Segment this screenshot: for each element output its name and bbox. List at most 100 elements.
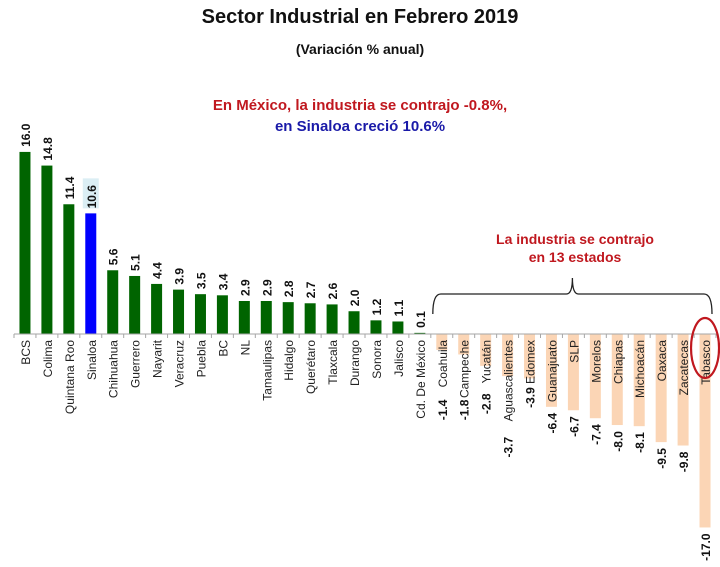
bar-zacatecas bbox=[677, 334, 689, 446]
bar-yucat-n bbox=[480, 334, 492, 366]
category-label: Yucatán bbox=[480, 340, 494, 383]
category-label: Quintana Roo bbox=[63, 340, 77, 414]
bar-veracruz bbox=[173, 289, 185, 334]
bar-nayarit bbox=[151, 283, 163, 334]
value-label: 2.6 bbox=[326, 282, 340, 299]
sinaloa-note: en Sinaloa creció 10.6% bbox=[274, 118, 446, 135]
value-label: 10.6 bbox=[85, 185, 99, 209]
value-label: 5.1 bbox=[129, 254, 143, 271]
category-label: Zacatecas bbox=[677, 340, 691, 395]
category-label: Chihuahua bbox=[107, 340, 121, 398]
category-label: Guanajuato bbox=[545, 340, 559, 402]
category-label: Tlaxcala bbox=[326, 340, 340, 385]
value-label: 2.9 bbox=[260, 279, 274, 296]
bar-guanajuato bbox=[545, 334, 557, 407]
category-label: Morelos bbox=[589, 340, 603, 383]
bar-bcs bbox=[19, 151, 31, 334]
tabasco-highlight-ellipse bbox=[689, 316, 720, 380]
value-label: -1.8 bbox=[458, 399, 472, 420]
bar-puebla bbox=[194, 294, 206, 334]
bar-coahuila bbox=[436, 334, 448, 350]
highlight-label-background bbox=[82, 178, 99, 209]
value-label: -6.7 bbox=[567, 416, 581, 437]
category-label: Sinaloa bbox=[85, 340, 99, 380]
value-label: -2.8 bbox=[480, 393, 494, 414]
bar-oaxaca bbox=[655, 334, 667, 443]
bar-edomex bbox=[524, 334, 536, 379]
bar-aguascalientes bbox=[502, 334, 514, 377]
chart-subtitle: (Variación % anual) bbox=[295, 41, 425, 57]
category-label: Coahuila bbox=[436, 340, 450, 388]
bars-group bbox=[19, 151, 711, 528]
value-label: -7.4 bbox=[589, 424, 603, 445]
value-label: 4.4 bbox=[151, 262, 165, 279]
category-label: Colima bbox=[41, 340, 55, 378]
value-label: 1.2 bbox=[370, 298, 384, 315]
category-label: Tamaulipas bbox=[260, 340, 274, 401]
value-label: -1.4 bbox=[436, 399, 450, 420]
value-label: -17.0 bbox=[699, 533, 713, 561]
bar-tlaxcala bbox=[326, 304, 338, 334]
bar-colima bbox=[41, 165, 53, 334]
category-label: Edomex bbox=[524, 340, 538, 384]
value-label: 16.0 bbox=[19, 123, 33, 147]
category-label: Michoacán bbox=[633, 340, 647, 398]
bar-morelos bbox=[589, 334, 601, 419]
chart-title: Sector Industrial en Febrero 2019 bbox=[201, 6, 519, 28]
value-label: 2.8 bbox=[282, 280, 296, 297]
value-label: -3.7 bbox=[502, 436, 516, 457]
bar-tabasco bbox=[699, 334, 711, 528]
category-label: Nayarit bbox=[151, 339, 165, 378]
bar-cd-de-m-xico bbox=[414, 332, 426, 335]
value-label: 14.8 bbox=[41, 137, 55, 161]
value-label: 1.1 bbox=[392, 299, 406, 316]
bar-bc bbox=[216, 295, 228, 334]
bar-michoac-n bbox=[633, 334, 645, 427]
bar-chihuahua bbox=[107, 270, 119, 334]
category-label: Veracruz bbox=[173, 340, 187, 387]
category-label: Chiapas bbox=[611, 340, 625, 384]
category-label: Aguascalientes bbox=[502, 340, 516, 421]
contraction-brace bbox=[432, 277, 713, 315]
category-label: Oaxaca bbox=[655, 340, 669, 382]
bar-sonora bbox=[370, 320, 382, 334]
value-label: 3.5 bbox=[194, 272, 208, 289]
value-label: -3.9 bbox=[524, 387, 538, 408]
category-label: BC bbox=[216, 340, 230, 357]
value-label: 3.9 bbox=[173, 268, 187, 285]
category-label: Campeche bbox=[458, 340, 472, 398]
bar-chiapas bbox=[611, 334, 623, 426]
category-label: Hidalgo bbox=[282, 340, 296, 381]
contraction-note-line1: La industria se contrajo bbox=[496, 231, 654, 247]
value-label: 11.4 bbox=[63, 176, 77, 199]
category-label: SLP bbox=[567, 340, 581, 363]
category-label: Tabasco bbox=[699, 340, 713, 385]
value-label: 5.6 bbox=[107, 248, 121, 265]
value-label: -8.1 bbox=[633, 432, 647, 453]
bar-jalisco bbox=[392, 321, 404, 334]
value-labels: 16.0 14.8 11.4 10.6 5.6 5.1 4.4 3.9 3.5 3.4 2.9 2.9… bbox=[19, 123, 713, 561]
category-label: Querétaro bbox=[304, 340, 318, 394]
category-label: Puebla bbox=[194, 340, 208, 378]
contraction-note-line2: en 13 estados bbox=[528, 249, 622, 265]
category-label: Durango bbox=[348, 340, 362, 386]
value-label: 3.4 bbox=[216, 273, 230, 290]
value-label: 2.9 bbox=[238, 279, 252, 296]
category-label: NL bbox=[238, 340, 252, 356]
category-label: Cd. De México bbox=[414, 340, 428, 419]
category-label: Guerrero bbox=[129, 340, 143, 388]
value-label: -8.0 bbox=[611, 431, 625, 452]
value-label: -9.5 bbox=[655, 448, 669, 469]
axis-ticks bbox=[13, 334, 717, 338]
bar-quintana-roo bbox=[63, 204, 75, 334]
bar-nl bbox=[238, 300, 250, 334]
bar-campeche bbox=[458, 334, 470, 355]
mexico-note: En México, la industria se contrajo -0.8… bbox=[212, 97, 508, 114]
value-label: 2.0 bbox=[348, 289, 362, 306]
value-label: 0.1 bbox=[414, 311, 428, 328]
bar-tamaulipas bbox=[260, 300, 272, 334]
category-label: Sonora bbox=[370, 340, 384, 379]
value-label: -9.8 bbox=[677, 451, 691, 472]
category-label: Jalisco bbox=[392, 340, 406, 377]
